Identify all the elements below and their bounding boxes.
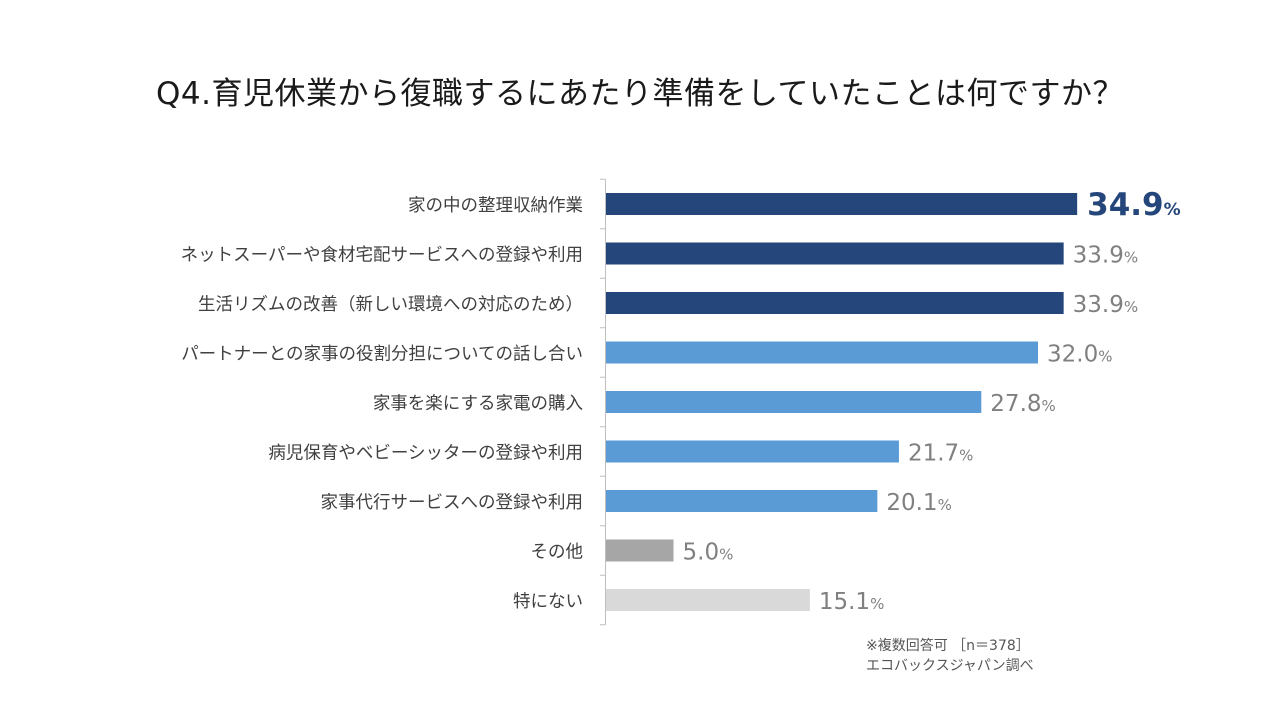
- value-label: 21.7%: [908, 441, 973, 467]
- category-label: 病児保育やベビーシッターの登録や利用: [268, 444, 583, 464]
- value-label: 5.0%: [683, 540, 734, 566]
- category-label: 家事代行サービスへの登録や利用: [321, 493, 584, 513]
- value-label: 34.9%: [1087, 187, 1181, 223]
- bar: [606, 242, 1064, 265]
- value-label: 27.8%: [990, 391, 1055, 417]
- bar: [606, 589, 810, 611]
- footnote: ※複数回答可 ［n＝378］ エコバックスジャパン調べ: [866, 636, 1034, 676]
- bar: [606, 193, 1078, 215]
- bar: [606, 391, 982, 413]
- category-label: 生活リズムの改善（新しい環境への対応のため）: [198, 295, 583, 315]
- bar: [606, 490, 878, 512]
- category-label: 家の中の整理収納作業: [408, 196, 583, 216]
- bar: [606, 539, 674, 562]
- category-label: その他: [531, 543, 584, 563]
- category-label: パートナーとの家事の役割分担についての話し合い: [181, 345, 583, 365]
- category-label: 特にない: [513, 592, 583, 612]
- bar: [606, 292, 1064, 314]
- bar: [606, 440, 899, 463]
- bar: [606, 341, 1038, 364]
- value-label: 32.0%: [1047, 342, 1112, 368]
- category-label: 家事を楽にする家電の購入: [373, 394, 583, 414]
- value-label: 33.9%: [1073, 243, 1138, 269]
- value-label: 15.1%: [819, 589, 884, 615]
- footnote-sample-note: ※複数回答可 ［n＝378］: [866, 638, 1030, 654]
- footnote-source: エコバックスジャパン調べ: [866, 658, 1034, 674]
- category-label: ネットスーパーや食材宅配サービスへの登録や利用: [181, 246, 583, 266]
- value-label: 20.1%: [886, 490, 951, 516]
- value-label: 33.9%: [1073, 292, 1138, 318]
- chart-title: Q4.育児休業から復職するにあたり準備をしていたことは何ですか？: [155, 76, 1125, 112]
